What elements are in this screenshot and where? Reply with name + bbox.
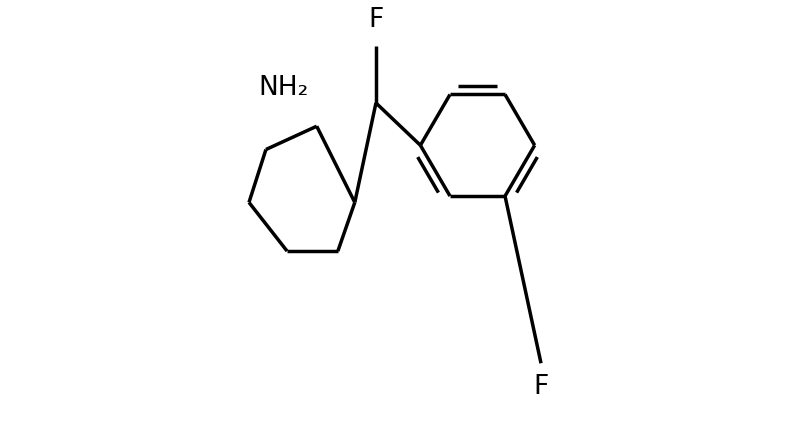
Text: F: F [533,374,548,400]
Text: F: F [368,7,384,33]
Text: NH₂: NH₂ [258,75,308,101]
